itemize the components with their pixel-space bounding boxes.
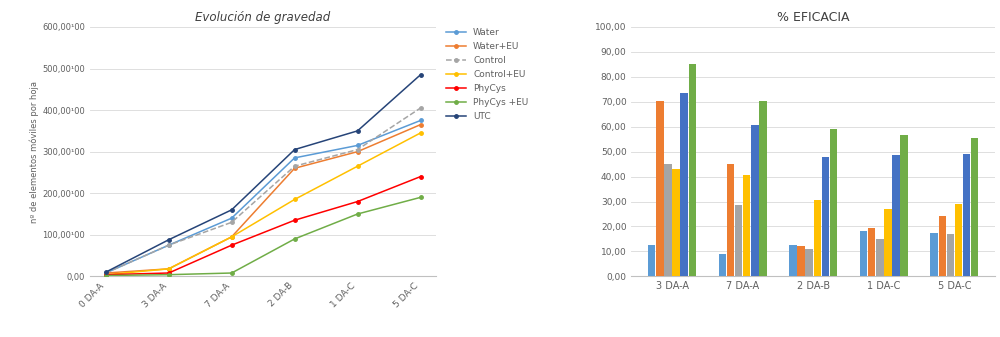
PhyCys +EU bbox=[289, 237, 301, 241]
Control bbox=[289, 164, 301, 168]
Line: UTC: UTC bbox=[104, 73, 422, 274]
Bar bbox=[751, 125, 759, 276]
Control+EU bbox=[415, 131, 427, 135]
PhyCys +EU bbox=[226, 271, 238, 275]
PhyCys bbox=[415, 175, 427, 179]
PhyCys bbox=[100, 273, 112, 277]
Water bbox=[415, 118, 427, 122]
Control bbox=[163, 243, 175, 247]
Water bbox=[226, 216, 238, 220]
Bar bbox=[930, 233, 938, 276]
Bar bbox=[656, 100, 664, 276]
Bar bbox=[971, 138, 978, 276]
Bar bbox=[900, 135, 908, 276]
Bar bbox=[735, 205, 742, 276]
Control bbox=[100, 271, 112, 275]
Control+EU bbox=[100, 273, 112, 277]
Water+EU bbox=[226, 235, 238, 239]
Water bbox=[163, 243, 175, 247]
Bar bbox=[955, 204, 962, 276]
Bar bbox=[830, 129, 837, 276]
Line: Control: Control bbox=[104, 106, 422, 275]
Bar bbox=[680, 93, 688, 276]
Line: PhyCys +EU: PhyCys +EU bbox=[104, 196, 422, 277]
Legend: Water, Water+EU, Control, Control+EU, PhyCys, PhyCys +EU, UTC: Water, Water+EU, Control, Control+EU, Ph… bbox=[444, 27, 530, 123]
Control bbox=[352, 148, 364, 152]
Bar bbox=[719, 254, 726, 276]
Line: Water+EU: Water+EU bbox=[104, 123, 422, 275]
Line: Water: Water bbox=[104, 119, 422, 275]
Water bbox=[289, 156, 301, 160]
PhyCys bbox=[289, 218, 301, 222]
Title: Evolución de gravedad: Evolución de gravedad bbox=[195, 11, 331, 24]
Water+EU bbox=[415, 123, 427, 127]
Control bbox=[415, 106, 427, 110]
Bar bbox=[822, 157, 829, 276]
Bar bbox=[727, 164, 734, 276]
Bar bbox=[689, 64, 696, 276]
Bar bbox=[963, 154, 970, 276]
UTC bbox=[289, 148, 301, 152]
Bar bbox=[814, 200, 821, 276]
Bar bbox=[876, 239, 884, 276]
PhyCys bbox=[226, 243, 238, 247]
Bar bbox=[648, 245, 655, 276]
PhyCys +EU bbox=[100, 274, 112, 278]
Control+EU bbox=[226, 235, 238, 239]
Control+EU bbox=[352, 164, 364, 168]
Control+EU bbox=[289, 197, 301, 202]
Bar bbox=[664, 164, 672, 276]
Water bbox=[100, 271, 112, 275]
Bar bbox=[868, 228, 875, 276]
Bar bbox=[672, 169, 680, 276]
PhyCys +EU bbox=[163, 273, 175, 277]
Control bbox=[226, 220, 238, 224]
PhyCys bbox=[163, 271, 175, 275]
UTC bbox=[352, 129, 364, 133]
Bar bbox=[797, 246, 805, 276]
Bar bbox=[884, 209, 892, 276]
Bar bbox=[743, 175, 750, 276]
Bar bbox=[892, 155, 900, 276]
PhyCys +EU bbox=[415, 195, 427, 200]
Water+EU bbox=[289, 166, 301, 170]
Bar bbox=[789, 245, 797, 276]
Water+EU bbox=[100, 271, 112, 275]
Line: PhyCys: PhyCys bbox=[104, 175, 422, 276]
UTC bbox=[226, 208, 238, 212]
PhyCys bbox=[352, 200, 364, 204]
Bar bbox=[939, 216, 946, 276]
Bar bbox=[759, 100, 767, 276]
Bar bbox=[947, 234, 954, 276]
UTC bbox=[415, 73, 427, 77]
UTC bbox=[100, 270, 112, 274]
Line: Control+EU: Control+EU bbox=[104, 131, 422, 276]
UTC bbox=[163, 238, 175, 242]
PhyCys +EU bbox=[352, 212, 364, 216]
Water bbox=[352, 143, 364, 147]
Y-axis label: nº de elementos móviles por hoja: nº de elementos móviles por hoja bbox=[30, 81, 39, 223]
Bar bbox=[860, 232, 867, 276]
Water+EU bbox=[352, 150, 364, 154]
Bar bbox=[805, 249, 813, 276]
Water+EU bbox=[163, 267, 175, 271]
Control+EU bbox=[163, 267, 175, 271]
Title: % EFICACIA: % EFICACIA bbox=[777, 11, 849, 24]
